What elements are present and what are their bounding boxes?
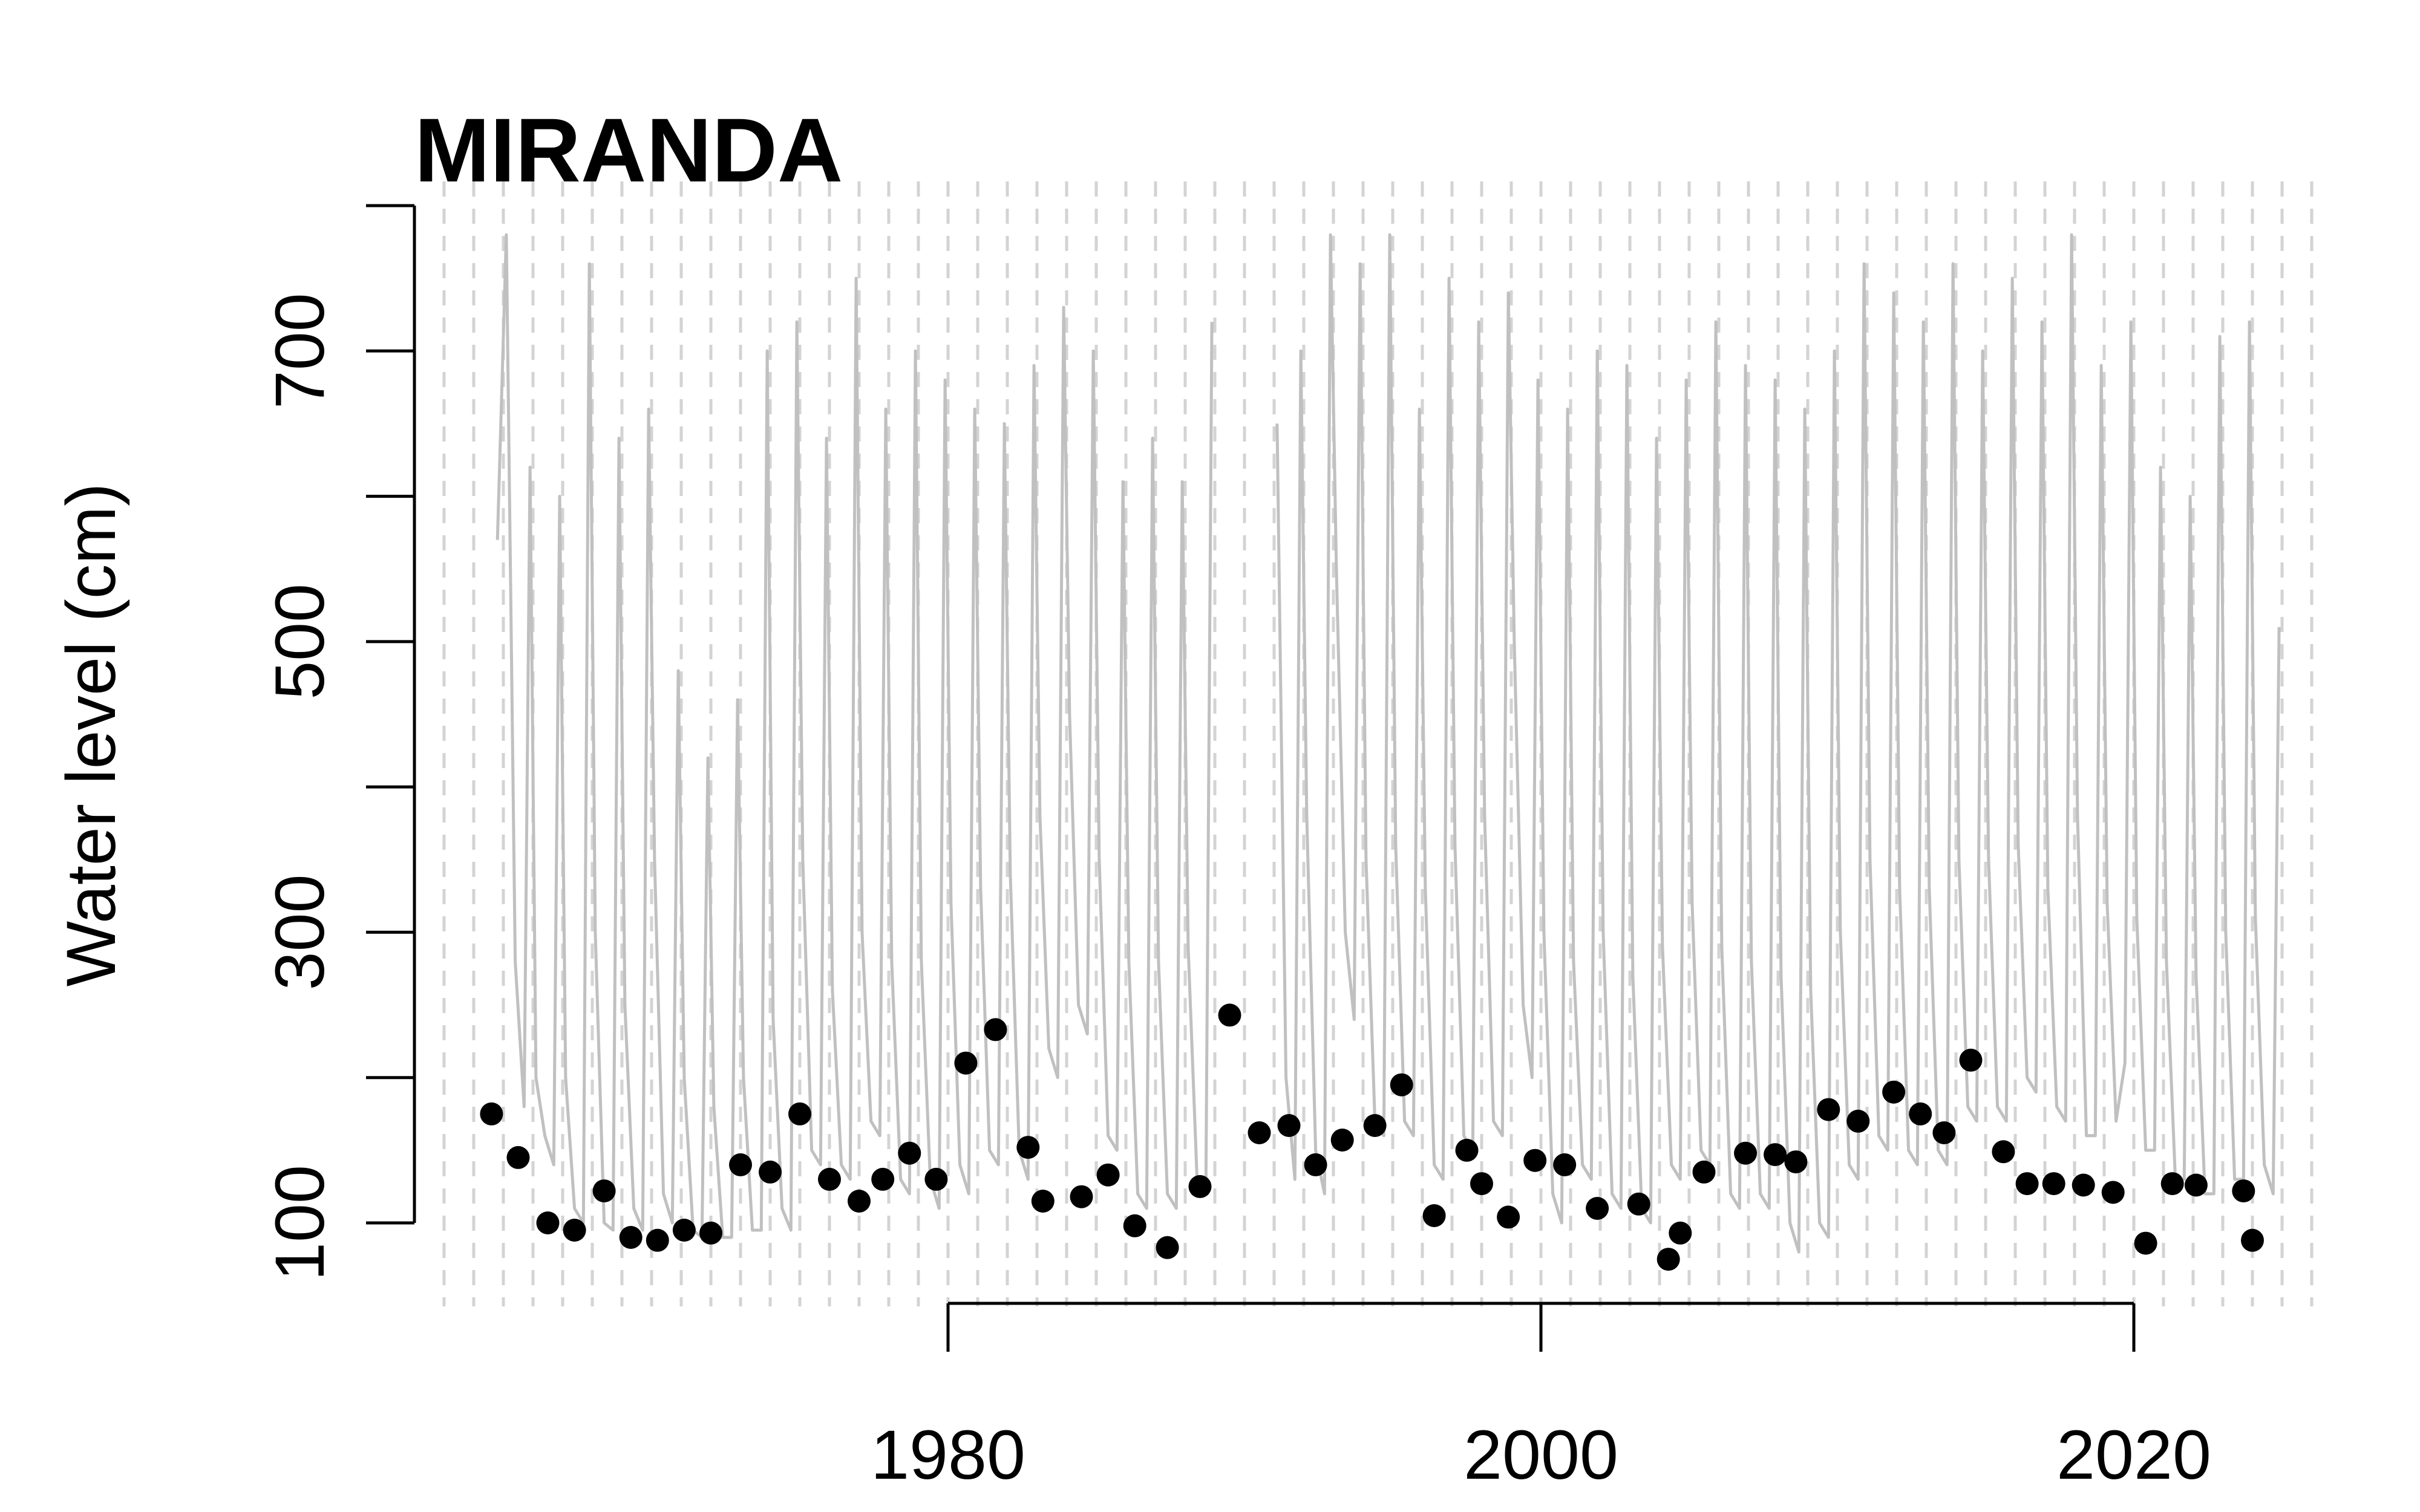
min-point-38 [1523,1149,1547,1172]
min-point-62 [2232,1179,2255,1203]
min-point-16 [898,1141,921,1165]
annual-minimum-points [480,1003,2264,1271]
min-point-40 [1586,1197,1609,1220]
water-level-line [495,233,2281,1254]
min-point-14 [848,1190,871,1213]
year-gridlines [442,181,2314,1306]
min-point-2 [506,1145,530,1169]
min-point-41 [1627,1192,1650,1216]
min-point-28 [1248,1121,1271,1144]
min-point-37 [1497,1205,1520,1229]
min-point-45 [1734,1141,1758,1165]
y-tick-label-100: 100 [261,1165,339,1281]
min-point-4 [563,1219,586,1242]
min-point-12 [788,1102,811,1126]
min-point-23 [1096,1163,1120,1187]
min-point-6 [619,1226,643,1249]
min-point-60 [2160,1172,2184,1196]
x-tick-label-2020: 2020 [2056,1416,2211,1494]
min-point-36 [1470,1172,1493,1196]
min-point-19 [984,1018,1007,1041]
min-point-44 [1692,1160,1716,1184]
min-point-7 [646,1228,669,1252]
min-point-22 [1070,1185,1093,1208]
y-tick-label-300: 300 [261,874,339,990]
min-point-49 [1846,1109,1870,1133]
min-point-25 [1156,1236,1179,1259]
x-tick-label-2000: 2000 [1463,1416,1618,1494]
min-point-26 [1188,1175,1212,1198]
min-point-21 [1031,1190,1055,1213]
min-point-55 [2015,1172,2039,1196]
min-point-48 [1817,1098,1840,1121]
min-point-46 [1764,1143,1787,1167]
min-point-58 [2101,1181,2125,1204]
min-point-9 [699,1221,722,1245]
min-point-50 [1882,1080,1906,1104]
min-point-47 [1784,1150,1808,1174]
min-point-43 [1669,1221,1692,1245]
y-tick-label-700: 700 [261,293,339,409]
min-point-15 [871,1167,895,1191]
min-point-29 [1277,1114,1301,1137]
x-axis-ticks: 1980 2000 2020 [871,1303,2211,1494]
min-point-3 [536,1211,560,1234]
y-axis-ticks: 100 300 500 700 [261,204,414,1281]
min-point-8 [672,1219,696,1242]
min-point-18 [954,1051,978,1075]
min-point-11 [759,1160,782,1184]
min-point-51 [1909,1102,1932,1126]
min-point-31 [1330,1129,1354,1152]
min-point-57 [2072,1173,2095,1197]
min-point-61 [2184,1173,2208,1197]
min-point-39 [1553,1153,1577,1176]
min-point-24 [1123,1214,1146,1237]
min-point-27 [1218,1003,1241,1027]
min-point-10 [729,1153,752,1176]
min-point-35 [1455,1138,1479,1162]
min-point-30 [1304,1153,1327,1176]
min-point-1 [480,1102,503,1126]
min-point-52 [1932,1121,1956,1144]
y-tick-label-500: 500 [261,584,339,700]
min-point-5 [592,1179,616,1203]
min-point-53 [1959,1048,1983,1072]
min-point-32 [1363,1114,1387,1137]
y-axis-title: Water level (cm) [53,483,130,987]
min-point-34 [1422,1204,1446,1227]
min-point-17 [924,1167,948,1191]
min-point-13 [818,1167,841,1191]
min-point-42 [1656,1248,1680,1271]
min-point-56 [2042,1172,2065,1196]
min-point-59 [2134,1231,2157,1255]
x-tick-label-1980: 1980 [871,1416,1025,1494]
min-point-63 [2241,1228,2264,1252]
min-point-54 [1992,1140,2015,1164]
min-point-20 [1016,1136,1040,1159]
min-point-33 [1390,1073,1413,1097]
chart-title: MIRANDA [414,99,843,201]
